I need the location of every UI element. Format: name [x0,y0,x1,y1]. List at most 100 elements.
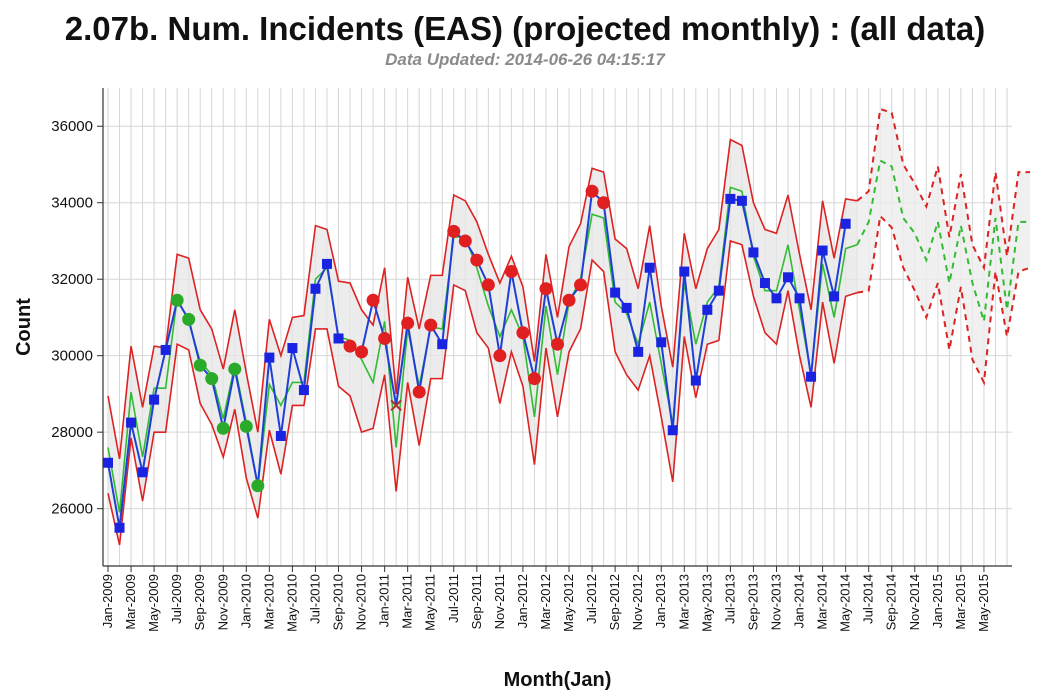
data-point-blue-square [275,430,286,441]
x-tick-label: Sep-2014 [884,574,899,630]
data-point-red-circle [424,318,438,332]
data-point-blue-square [748,247,759,258]
x-tick-label: Jan-2014 [792,574,807,628]
x-tick-label: Sep-2010 [331,574,346,630]
x-tick-label: Nov-2012 [630,574,645,630]
x-tick-label: May-2015 [976,574,991,632]
data-point-blue-square [736,195,747,206]
data-point-green-circle [251,479,265,493]
x-tick-label: Sep-2011 [469,574,484,629]
x-tick-label: May-2014 [838,574,853,632]
data-point-red-circle [458,234,472,248]
data-point-blue-square [702,304,713,315]
data-point-blue-square [298,385,309,396]
data-point-blue-square [437,339,448,350]
data-point-green-circle [182,312,196,326]
data-point-red-circle [551,337,564,351]
x-tick-label: Sep-2013 [745,574,760,630]
x-tick-label: Nov-2014 [907,574,922,630]
x-tick-label: Jul-2009 [169,574,184,624]
data-point-red-circle [343,339,357,353]
data-point-green-circle [239,419,253,433]
x-axis-title: Month(Jan) [504,669,612,691]
data-point-blue-square [656,337,667,348]
data-point-blue-square [321,258,332,269]
data-point-red-x [390,399,402,412]
data-point-blue-square [713,285,724,296]
x-tick-label: May-2013 [699,574,714,632]
data-point-green-circle [170,293,184,307]
x-tick-label: Jan-2015 [930,574,945,628]
x-tick-label: Nov-2009 [215,574,230,630]
data-point-blue-square [759,278,770,289]
data-point-blue-square [114,522,125,533]
chart-subtitle: Data Updated: 2014-06-26 04:15:17 [385,50,665,69]
x-tick-label: Nov-2010 [354,574,369,630]
data-point-blue-square [794,293,805,304]
y-tick-label: 32000 [51,271,93,288]
data-point-green-circle [228,362,242,376]
x-tick-label: Mar-2013 [676,574,691,630]
data-point-blue-square [610,287,621,298]
x-tick-label: Nov-2011 [492,574,507,629]
data-point-blue-square [103,457,113,468]
x-tick-label: Jul-2012 [584,574,599,624]
data-point-blue-square [806,371,817,382]
data-point-red-circle [447,224,461,238]
y-tick-label: 36000 [51,118,93,135]
x-tick-label: Mar-2012 [538,574,553,630]
data-point-blue-square [149,394,160,405]
data-point-blue-square [621,302,632,313]
x-tick-label: Mar-2014 [815,574,830,630]
x-tick-label: Jan-2013 [653,574,668,628]
data-point-red-circle [539,282,553,296]
series-line-upper-limit [107,138,858,460]
y-tick-label: 28000 [51,424,93,441]
data-point-blue-square [771,293,782,304]
data-point-red-circle [574,278,588,292]
data-point-blue-square [333,333,344,344]
data-point-red-circle [527,372,541,386]
data-point-blue-square [725,193,736,204]
limit-band [108,139,858,545]
x-tick-label: Jul-2010 [307,574,322,624]
x-tick-label: Jul-2014 [861,574,876,624]
data-point-red-circle [378,331,392,345]
x-tick-label: Jul-2013 [722,574,737,624]
chart-title: 2.07b. Num. Incidents (EAS) (projected m… [64,10,986,47]
x-tick-label: Jan-2009 [100,574,115,628]
data-point-red-circle [470,253,484,267]
data-point-blue-square [829,291,840,302]
data-point-blue-square [667,425,678,436]
data-point-blue-square [633,346,644,357]
x-tick-label: Jan-2012 [515,574,530,628]
data-point-red-circle [355,345,369,359]
data-point-red-circle [412,385,426,399]
x-tick-label: May-2009 [146,574,161,632]
data-point-blue-square [679,266,690,277]
data-point-blue-square [287,343,298,354]
x-tick-label: Jan-2010 [238,574,253,628]
data-point-blue-square [160,344,171,355]
projected-band [857,109,1031,383]
x-tick-label: Jan-2011 [377,574,392,627]
x-tick-label: May-2010 [284,574,299,632]
x-tick-label: Mar-2011 [400,574,415,629]
data-point-red-circle [516,326,530,340]
data-point-blue-square [126,417,137,428]
x-tick-label: Jul-2011 [446,574,461,623]
data-point-red-circle [562,293,576,307]
data-point-blue-square [644,262,655,273]
x-tick-label: Mar-2015 [953,574,968,630]
data-point-blue-square [264,352,275,363]
data-point-blue-square [817,245,828,256]
y-tick-label: 34000 [51,195,93,212]
data-point-red-circle [401,316,415,330]
data-point-blue-square [310,283,321,294]
x-tick-label: Sep-2012 [607,574,622,630]
data-point-blue-square [137,467,148,478]
data-point-red-circle [366,293,380,307]
x-tick-label: Mar-2009 [123,574,138,630]
